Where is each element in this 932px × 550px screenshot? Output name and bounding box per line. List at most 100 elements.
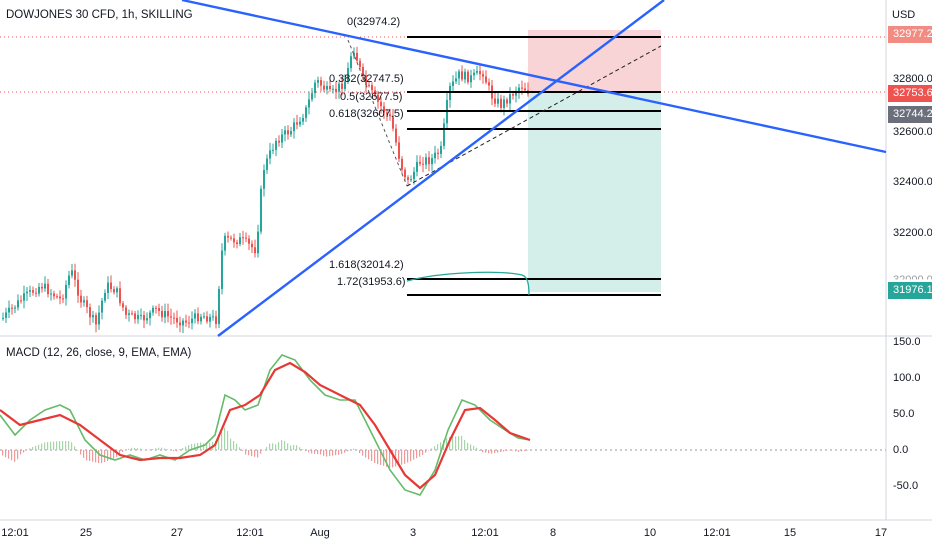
- macd-indicator-label[interactable]: MACD (12, 26, close, 9, EMA, EMA): [6, 347, 192, 359]
- histogram-bar: [380, 450, 382, 465]
- histogram-bar: [248, 450, 250, 456]
- candle-body: [359, 60, 361, 67]
- candle-body: [110, 282, 112, 290]
- time-tick: 12:01: [471, 527, 499, 539]
- candle-body: [89, 307, 91, 318]
- candle-body: [83, 300, 85, 303]
- candle-body: [383, 106, 385, 113]
- candle-body: [338, 83, 340, 92]
- time-tick: 17: [874, 527, 888, 539]
- histogram-bar: [353, 448, 355, 450]
- candle-body: [104, 292, 106, 301]
- histogram-bar: [455, 436, 457, 450]
- histogram-bar: [416, 450, 418, 459]
- candle-body: [26, 291, 28, 294]
- ascending-trendline[interactable]: [217, 0, 665, 337]
- histogram-bar: [293, 444, 295, 450]
- histogram-bar: [497, 450, 499, 453]
- histogram-bar: [65, 441, 67, 450]
- histogram-bar: [482, 450, 484, 453]
- candle-body: [503, 99, 505, 108]
- candle-body: [149, 312, 151, 319]
- histogram-bar: [410, 450, 412, 462]
- candle-body: [371, 85, 373, 91]
- histogram-bar: [188, 445, 190, 450]
- price-tick: 32600.0: [893, 126, 932, 138]
- candles-group[interactable]: [2, 46, 529, 334]
- candle-body: [425, 157, 427, 165]
- histogram-bar: [524, 450, 526, 451]
- stop-loss-zone[interactable]: [528, 30, 661, 92]
- histogram-bar: [320, 450, 322, 455]
- histogram-bar: [20, 450, 22, 455]
- histogram-bar: [230, 438, 232, 450]
- candle-body: [140, 315, 142, 317]
- histogram-bar: [446, 438, 448, 450]
- signal-line[interactable]: [0, 361, 531, 490]
- candle-body: [335, 88, 337, 92]
- candle-body: [323, 85, 325, 90]
- histogram-bar: [269, 443, 271, 450]
- candle-body: [95, 315, 97, 325]
- time-tick: 8: [549, 527, 557, 539]
- candle-body: [65, 284, 67, 299]
- histogram-bar: [413, 450, 415, 460]
- histogram-bar: [434, 446, 436, 450]
- candle-body: [170, 316, 172, 318]
- candle-body: [62, 298, 64, 300]
- histogram-bar: [305, 450, 307, 452]
- candle-body: [302, 117, 304, 122]
- histogram-bar: [2, 450, 4, 456]
- candle-body: [293, 122, 295, 132]
- histogram-bar: [299, 447, 301, 450]
- histogram-bar: [182, 447, 184, 450]
- descending-trendline[interactable]: [181, 0, 887, 154]
- candle-body: [419, 161, 421, 164]
- candle-body: [137, 315, 139, 320]
- histogram-bar: [113, 450, 115, 459]
- candle-body: [431, 158, 433, 165]
- candle-body: [488, 82, 490, 86]
- time-tick: 12:01: [236, 527, 264, 539]
- histogram-bar: [491, 450, 493, 454]
- histogram-bar: [17, 450, 19, 460]
- histogram-bar: [374, 450, 376, 463]
- histogram-bar: [266, 447, 268, 450]
- histogram-bar: [71, 442, 73, 450]
- candle-body: [98, 312, 100, 325]
- histogram-bar: [371, 450, 373, 462]
- histogram-bar: [398, 450, 400, 466]
- histogram-bar: [431, 448, 433, 450]
- fib-retracement[interactable]: [407, 36, 661, 296]
- candle-body: [41, 286, 43, 289]
- candle-body: [314, 82, 316, 94]
- candle-body: [452, 81, 454, 86]
- histogram-bar: [14, 450, 16, 462]
- histogram-bar: [347, 450, 349, 452]
- histogram-bar: [86, 450, 88, 461]
- histogram-bar: [173, 450, 175, 452]
- histogram-bar: [140, 448, 142, 450]
- candle-body: [107, 282, 109, 293]
- histogram-bar: [203, 443, 205, 450]
- histogram-bar: [461, 435, 463, 450]
- take-profit-zone[interactable]: [528, 92, 661, 292]
- price-pane[interactable]: [0, 0, 886, 336]
- histogram-bar: [521, 450, 523, 452]
- forecast-path[interactable]: [406, 271, 530, 296]
- candle-body: [218, 289, 220, 325]
- swing-line-2[interactable]: [406, 45, 662, 187]
- histogram-bar: [89, 450, 91, 462]
- swing-line-1[interactable]: [347, 39, 408, 187]
- candle-body: [500, 98, 502, 108]
- histogram-bar: [368, 450, 370, 460]
- candle-body: [407, 177, 409, 180]
- histogram-bar: [185, 446, 187, 450]
- histogram-bar: [485, 450, 487, 453]
- histogram-bar: [344, 450, 346, 453]
- histogram-bar: [155, 448, 157, 450]
- time-tick: 15: [783, 527, 797, 539]
- histogram-bar: [53, 441, 55, 450]
- candle-body: [461, 71, 463, 80]
